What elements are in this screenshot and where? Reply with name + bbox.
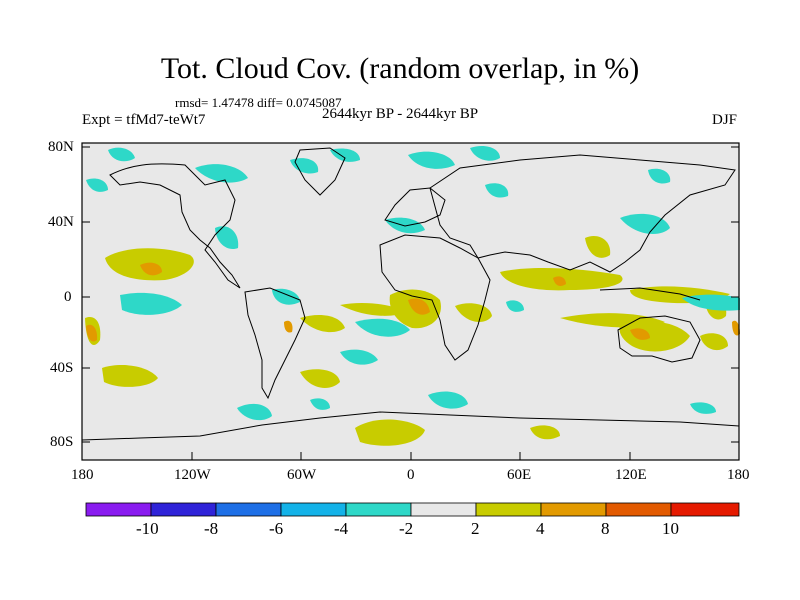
lat-label: 0 — [64, 289, 72, 305]
colorbar-label: -8 — [204, 519, 219, 538]
coastline-europe — [384, 187, 446, 227]
patch — [408, 298, 430, 315]
patch — [300, 369, 340, 388]
patch — [470, 146, 500, 161]
lat-label: 80N — [48, 139, 74, 155]
patch — [620, 213, 670, 234]
patch — [330, 148, 360, 162]
lon-label: 60E — [507, 467, 532, 483]
colorbar-label: 10 — [662, 519, 679, 538]
coastline-antarctica — [81, 411, 740, 441]
coastline-indonesia — [599, 287, 701, 301]
coastline-south-america — [244, 287, 306, 400]
patch — [215, 226, 239, 250]
patch — [506, 300, 524, 312]
coastline-africa — [379, 234, 491, 361]
patch — [408, 151, 455, 169]
lat-label: 80S — [50, 434, 74, 450]
lat-label: 40S — [50, 360, 74, 376]
patch — [485, 183, 509, 198]
colorbar-box — [215, 502, 282, 517]
patch — [648, 168, 671, 184]
patch — [630, 328, 650, 340]
patch — [195, 164, 248, 183]
patch — [732, 320, 740, 336]
stats-text: rmsd= 1.47478 diff= 0.0745087 — [175, 95, 342, 110]
map-title: Tot. Cloud Cov. (random overlap, in %) — [160, 52, 640, 85]
patch — [272, 288, 300, 305]
patch — [553, 276, 566, 286]
season-label: DJF — [712, 112, 738, 128]
strong-positive-patches — [86, 262, 740, 342]
patch — [108, 147, 135, 162]
patch — [284, 320, 293, 333]
colorbar-label: -6 — [269, 519, 284, 538]
period-label: 2644kyr BP - 2644kyr BP — [322, 106, 479, 122]
lon-label: 120W — [174, 467, 211, 483]
colorbar-box — [150, 502, 217, 517]
colorbar-box — [475, 502, 542, 517]
patch — [340, 349, 378, 365]
colorbar-box — [85, 502, 152, 517]
patch — [700, 333, 728, 351]
lat-label: 40N — [48, 214, 74, 230]
colorbar-box — [410, 502, 477, 517]
patch — [355, 419, 425, 446]
patch — [690, 402, 716, 414]
patch — [310, 398, 330, 410]
colorbar-box — [345, 502, 412, 517]
patch — [86, 178, 108, 192]
coastline-north-america — [109, 163, 241, 289]
colorbar-label: 8 — [601, 519, 610, 538]
lon-label: 0 — [407, 467, 415, 483]
colorbar-box — [540, 502, 607, 517]
coastlines — [81, 147, 740, 441]
colorbar-label: 4 — [536, 519, 545, 538]
lon-label: 60W — [287, 467, 317, 483]
colorbar — [85, 502, 740, 517]
colorbar-box — [605, 502, 672, 517]
colorbar-label: -10 — [136, 519, 159, 538]
patch — [585, 235, 611, 258]
patch — [300, 315, 345, 333]
patch — [355, 318, 410, 337]
patch — [290, 158, 319, 174]
experiment-label: Expt = tfMd7-teWt7 — [82, 112, 206, 128]
colorbar-label: -4 — [334, 519, 349, 538]
lon-label: 180 — [727, 467, 750, 483]
lon-label: 180 — [71, 467, 94, 483]
colorbar-label: 2 — [471, 519, 480, 538]
patch — [140, 262, 162, 276]
patch — [237, 403, 272, 421]
patch — [120, 292, 182, 315]
patch — [340, 302, 405, 316]
colorbar-label: -2 — [399, 519, 414, 538]
patch — [428, 391, 468, 409]
coastline-greenland — [294, 147, 346, 196]
colorbar-box — [670, 502, 740, 517]
patch — [102, 365, 158, 387]
axis-ticks — [82, 146, 739, 460]
lon-label: 120E — [615, 467, 647, 483]
patch — [530, 425, 560, 440]
colorbar-box — [280, 502, 347, 517]
patch — [86, 324, 98, 342]
coastline-asia — [429, 154, 736, 273]
patch — [385, 217, 425, 234]
coastline-australia — [617, 315, 701, 363]
